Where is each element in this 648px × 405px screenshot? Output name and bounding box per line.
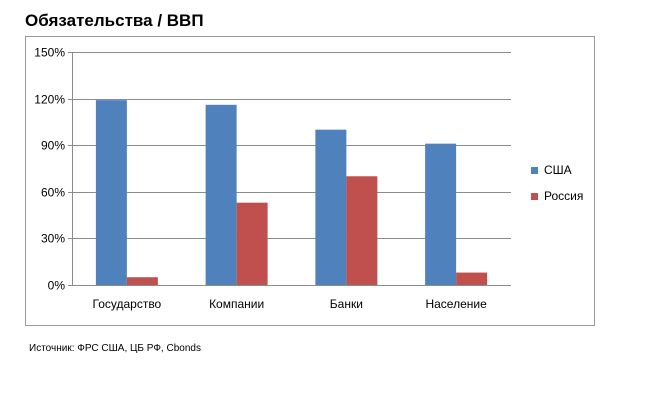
bar-usa-3 bbox=[425, 143, 457, 285]
x-tick-label: Компании bbox=[209, 297, 264, 311]
bar-russia-0 bbox=[126, 277, 158, 285]
chart-title: Обязательства / ВВП bbox=[25, 11, 204, 30]
x-tick-label: Банки bbox=[330, 297, 363, 311]
y-tick-label: 0% bbox=[48, 279, 66, 293]
bar-russia-3 bbox=[456, 272, 488, 285]
legend-swatch-usa bbox=[531, 166, 538, 174]
chart-legend: США Россия bbox=[531, 162, 583, 214]
y-tick-label: 30% bbox=[41, 232, 65, 246]
legend-label-usa: США bbox=[544, 163, 572, 177]
y-tick-label: 90% bbox=[41, 139, 65, 153]
bar-usa-2 bbox=[315, 129, 347, 285]
x-tick-label: Население bbox=[425, 297, 487, 311]
y-tick-label: 120% bbox=[34, 93, 65, 107]
bar-russia-1 bbox=[236, 202, 268, 285]
legend-swatch-russia bbox=[531, 192, 538, 200]
legend-item-russia: Россия bbox=[531, 188, 583, 204]
x-tick-label: Государство bbox=[93, 297, 162, 311]
y-tick-label: 150% bbox=[34, 46, 65, 60]
bar-russia-2 bbox=[346, 176, 378, 285]
y-tick-label: 60% bbox=[41, 186, 65, 200]
bar-usa-1 bbox=[205, 104, 237, 286]
legend-item-usa: США bbox=[531, 162, 583, 178]
bar-usa-0 bbox=[95, 100, 127, 285]
source-note: Источник: ФРС США, ЦБ РФ, Cbonds bbox=[29, 343, 201, 354]
legend-label-russia: Россия bbox=[544, 189, 584, 203]
